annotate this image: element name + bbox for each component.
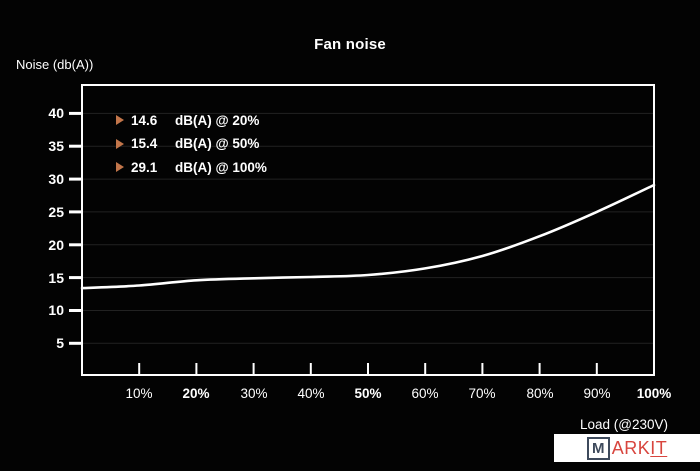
xtick-label-40: 40%: [297, 386, 325, 401]
markit-logo-m-icon: M: [586, 436, 610, 460]
ytick-label-15: 15: [48, 270, 64, 286]
xtick-label-50: 50%: [354, 386, 382, 401]
markit-logo-it: IT: [650, 437, 668, 458]
legend-row-50pct: 15.4 dB(A) @ 50%: [116, 136, 267, 152]
ytick-label-35: 35: [48, 138, 64, 154]
legend-value: 29.1: [131, 159, 158, 175]
xtick-label-80: 80%: [526, 386, 554, 401]
legend: 14.6 dB(A) @ 20% 15.4 dB(A) @ 50% 29.1 d…: [116, 112, 267, 183]
ytick-label-40: 40: [48, 105, 64, 121]
markit-logo-ark: ARK: [611, 437, 651, 458]
legend-label: dB(A) @ 50%: [175, 136, 260, 151]
legend-value: 15.4: [131, 136, 158, 151]
ytick-label-25: 25: [48, 204, 64, 220]
triangle-marker-icon: [116, 162, 124, 172]
xtick-label-20: 20%: [182, 386, 210, 401]
triangle-marker-icon: [116, 138, 124, 149]
chart-title: Fan noise: [314, 36, 386, 53]
ytick-label-20: 20: [48, 237, 64, 253]
noise-curve: [80, 183, 656, 290]
legend-label: dB(A) @ 20%: [175, 112, 260, 128]
triangle-marker-icon: [116, 115, 124, 125]
x-axis-title: Load (@230V): [579, 417, 668, 432]
xtick-label-30: 30%: [240, 386, 268, 401]
xtick-label-100: 100%: [636, 386, 672, 401]
xtick-label-60: 60%: [411, 386, 439, 401]
ytick-label-30: 30: [48, 171, 64, 187]
y-axis-title: Noise (db(A)): [16, 57, 94, 72]
xtick-label-10: 10%: [125, 386, 153, 401]
ytick-label-5: 5: [56, 335, 64, 351]
legend-value: 14.6: [131, 112, 158, 128]
markit-logo-text: ARKIT: [612, 438, 668, 459]
legend-row-100pct: 29.1 dB(A) @ 100%: [116, 159, 267, 175]
xtick-label-90: 90%: [583, 386, 611, 401]
legend-label: dB(A) @ 100%: [175, 159, 267, 175]
xtick-label-70: 70%: [468, 386, 496, 401]
legend-row-20pct: 14.6 dB(A) @ 20%: [116, 112, 267, 128]
markit-watermark: M ARKIT: [554, 434, 700, 462]
ytick-label-10: 10: [48, 302, 64, 318]
